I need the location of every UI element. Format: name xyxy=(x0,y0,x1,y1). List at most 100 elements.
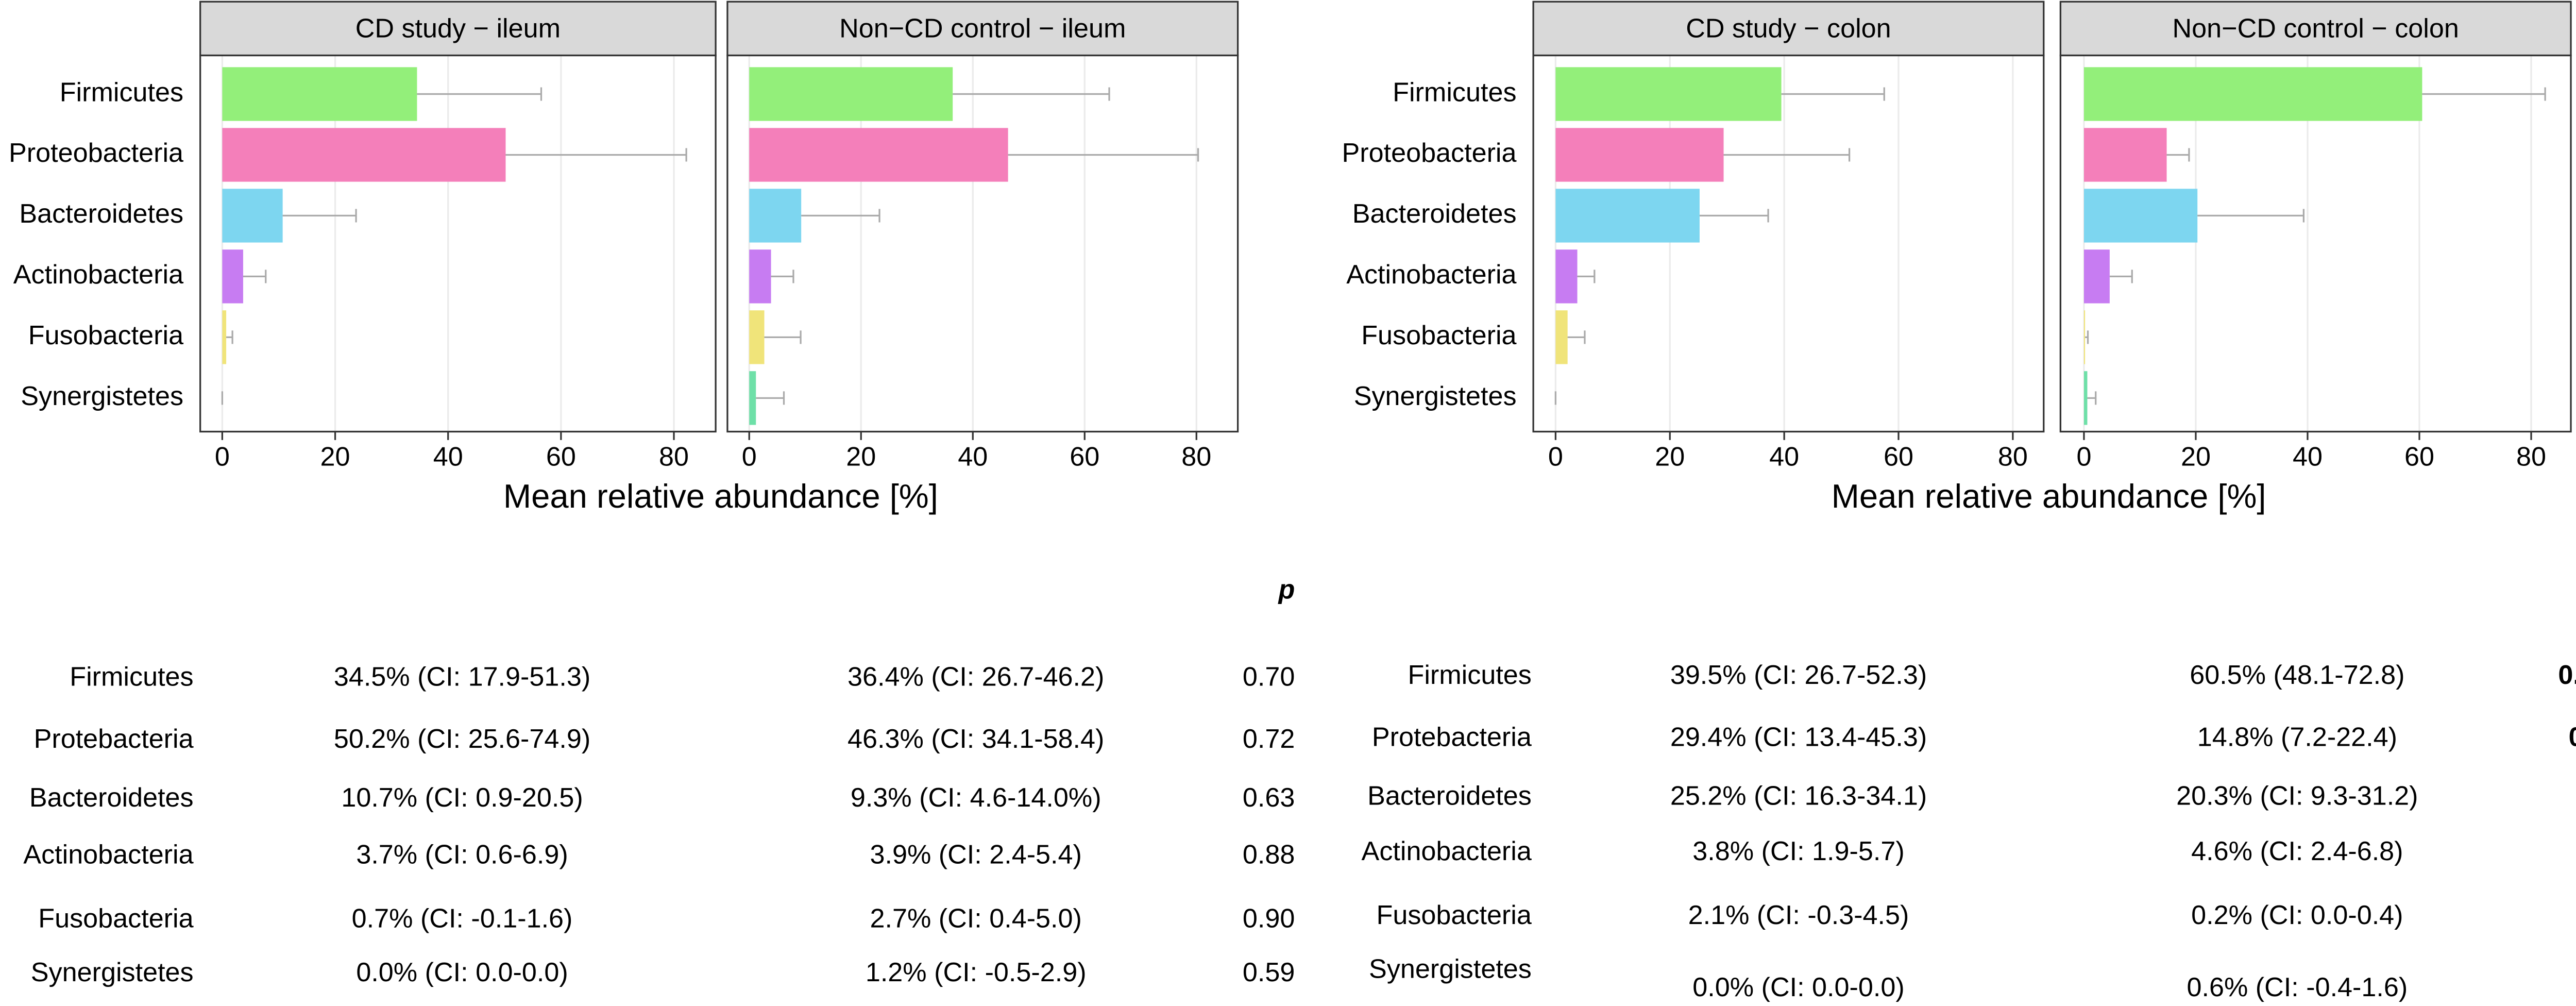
control-value: 1.2% (CI: -0.5-2.9) xyxy=(866,958,1087,987)
error-bar xyxy=(243,270,267,283)
x-tick-label: 20 xyxy=(320,442,350,472)
row-label: Firmicutes xyxy=(1408,660,1531,690)
category-label: Fusobacteria xyxy=(28,321,183,350)
p-value: 0.63 xyxy=(1243,783,1295,813)
x-tick-label: 80 xyxy=(1181,442,1211,472)
x-tick-label: 60 xyxy=(1070,442,1099,472)
bar xyxy=(222,249,243,304)
x-tick-label: 20 xyxy=(2181,442,2211,472)
panel-title: CD study − colon xyxy=(1686,13,1891,43)
cd-value: 2.1% (CI: -0.3-4.5) xyxy=(1688,900,1909,930)
x-tick-label: 80 xyxy=(1998,442,2028,472)
cd-value: 25.2% (CI: 16.3-34.1) xyxy=(1670,781,1927,811)
error-bar xyxy=(953,87,1110,101)
error-bar xyxy=(1723,148,1851,162)
p-header: p xyxy=(1278,575,1295,605)
x-tick-label: 40 xyxy=(958,442,988,472)
category-label: Firmicutes xyxy=(60,77,183,107)
row-label: Fusobacteria xyxy=(38,904,193,934)
bar xyxy=(749,189,802,243)
bar xyxy=(222,67,417,121)
error-bar xyxy=(1008,148,1199,162)
row-label: Bacteroidetes xyxy=(1367,781,1532,811)
x-tick-label: 60 xyxy=(2404,442,2434,472)
strip xyxy=(199,1,717,57)
error-bar xyxy=(1781,87,1885,101)
panel-title: CD study − ileum xyxy=(355,13,561,43)
strip xyxy=(2059,1,2572,57)
row-label: Protebacteria xyxy=(34,724,194,754)
x-tick-label: 60 xyxy=(546,442,576,472)
cd-value: 34.5% (CI: 17.9-51.3) xyxy=(334,662,590,692)
error-bar xyxy=(2109,270,2133,283)
category-label: Actinobacteria xyxy=(1346,260,1516,290)
strip xyxy=(1532,1,2045,57)
bar xyxy=(222,310,227,364)
control-value: 2.7% (CI: 0.4-5.0) xyxy=(870,904,1082,934)
panel-title: Non−CD control − colon xyxy=(2173,13,2459,43)
control-value: 20.3% (CI: 9.3-31.2) xyxy=(2176,781,2418,811)
row-label: Synergistetes xyxy=(31,958,194,987)
row-label: Firmicutes xyxy=(70,662,193,692)
error-bar xyxy=(2085,330,2089,344)
p-value: 0.88 xyxy=(1243,840,1295,870)
bar xyxy=(2083,189,2198,243)
bar xyxy=(222,128,506,182)
cd-value: 50.2% (CI: 25.6-74.9) xyxy=(334,724,590,754)
bar xyxy=(749,310,765,364)
control-value: 0.6% (CI: -0.4-1.6) xyxy=(2187,973,2408,1002)
p-value: 0.04** xyxy=(2558,660,2576,690)
row-label: Fusobacteria xyxy=(1377,900,1532,930)
x-tick-label: 0 xyxy=(215,442,230,472)
category-label: Proteobacteria xyxy=(9,138,183,168)
p-value: 0.90 xyxy=(1243,904,1295,934)
bar xyxy=(1555,189,1700,243)
cd-value: 29.4% (CI: 13.4-45.3) xyxy=(1670,723,1927,752)
x-tick-label: 0 xyxy=(742,442,757,472)
bar xyxy=(1555,249,1578,304)
control-value: 0.2% (CI: 0.0-0.4) xyxy=(2191,900,2403,930)
panel-title: Non−CD control − ileum xyxy=(839,13,1126,43)
bar xyxy=(2083,67,2422,121)
cd-value: 0.7% (CI: -0.1-1.6) xyxy=(352,904,573,934)
bar xyxy=(222,189,283,243)
bar xyxy=(749,67,953,121)
error-bar xyxy=(756,391,785,405)
panel-border xyxy=(2059,54,2572,433)
bar xyxy=(749,249,771,304)
bar xyxy=(749,371,756,425)
bar xyxy=(1555,128,1724,182)
row-label: Bacteroidetes xyxy=(29,783,194,813)
x-tick-label: 20 xyxy=(846,442,876,472)
error-bar xyxy=(771,270,794,283)
category-label: Firmicutes xyxy=(1393,77,1516,107)
control-value: 4.6% (CI: 2.4-6.8) xyxy=(2191,836,2403,866)
panel-border xyxy=(726,54,1239,433)
row-label: Protebacteria xyxy=(1372,723,1532,752)
error-bar xyxy=(226,330,233,344)
cd-value: 3.8% (CI: 1.9-5.7) xyxy=(1692,836,1904,866)
bar xyxy=(2083,249,2110,304)
panel-border xyxy=(1532,54,2045,433)
control-value: 14.8% (7.2-22.4) xyxy=(2197,723,2397,752)
cd-value: 0.0% (CI: 0.0-0.0) xyxy=(1692,973,1904,1002)
category-label: Actinobacteria xyxy=(13,260,183,290)
bar xyxy=(1555,67,1782,121)
control-value: 3.9% (CI: 2.4-5.4) xyxy=(870,840,1082,870)
category-label: Proteobacteria xyxy=(1342,138,1517,168)
cd-value: 3.7% (CI: 0.6-6.9) xyxy=(356,840,568,870)
control-value: 46.3% (CI: 34.1-58.4) xyxy=(848,724,1104,754)
bar xyxy=(2083,128,2167,182)
category-label: Synergistetes xyxy=(21,381,183,411)
x-axis-label: Mean relative abundance [%] xyxy=(503,477,938,515)
bar xyxy=(2083,310,2086,364)
error-bar xyxy=(801,209,880,223)
x-tick-label: 40 xyxy=(1769,442,1799,472)
panel-border xyxy=(199,54,717,433)
row-label: Synergistetes xyxy=(1369,954,1532,984)
cd-value: 10.7% (CI: 0.9-20.5) xyxy=(341,783,583,813)
control-value: 9.3% (CI: 4.6-14.0%) xyxy=(851,783,1101,813)
bar xyxy=(1555,310,1568,364)
error-bar xyxy=(2166,148,2190,162)
x-tick-label: 0 xyxy=(1548,442,1563,472)
